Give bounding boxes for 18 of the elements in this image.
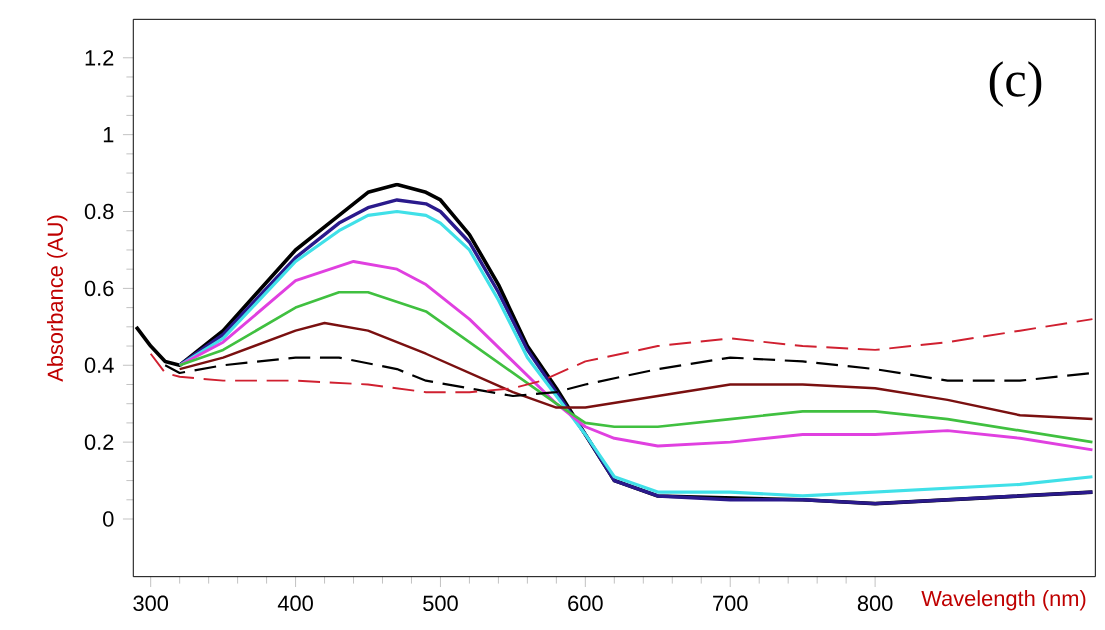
x-tick-label: 500 [423,595,458,612]
y-tick-label: 1 [103,127,114,143]
y-axis-title: Absorbance (AU) [46,215,68,382]
x-tick-label: 700 [713,595,748,612]
y-tick-label: 1.2 [85,50,114,66]
line-series [178,260,1094,452]
x-tick-label: 400 [277,595,313,612]
x-tick-label: 600 [568,595,603,612]
x-tick-label: 300 [133,595,169,612]
y-tick-label: 0.8 [84,203,114,220]
y-tick-label: 0.2 [84,434,114,450]
x-axis-title: Wavelength (nm) [921,590,1086,611]
y-tick-label: 0.4 [84,357,114,374]
x-tick-label: 800 [857,595,893,612]
annotation: (c) [989,61,1042,108]
y-tick-label: 0 [103,511,114,527]
y-tick-label: 0.6 [84,280,114,297]
line-series [149,318,1094,394]
